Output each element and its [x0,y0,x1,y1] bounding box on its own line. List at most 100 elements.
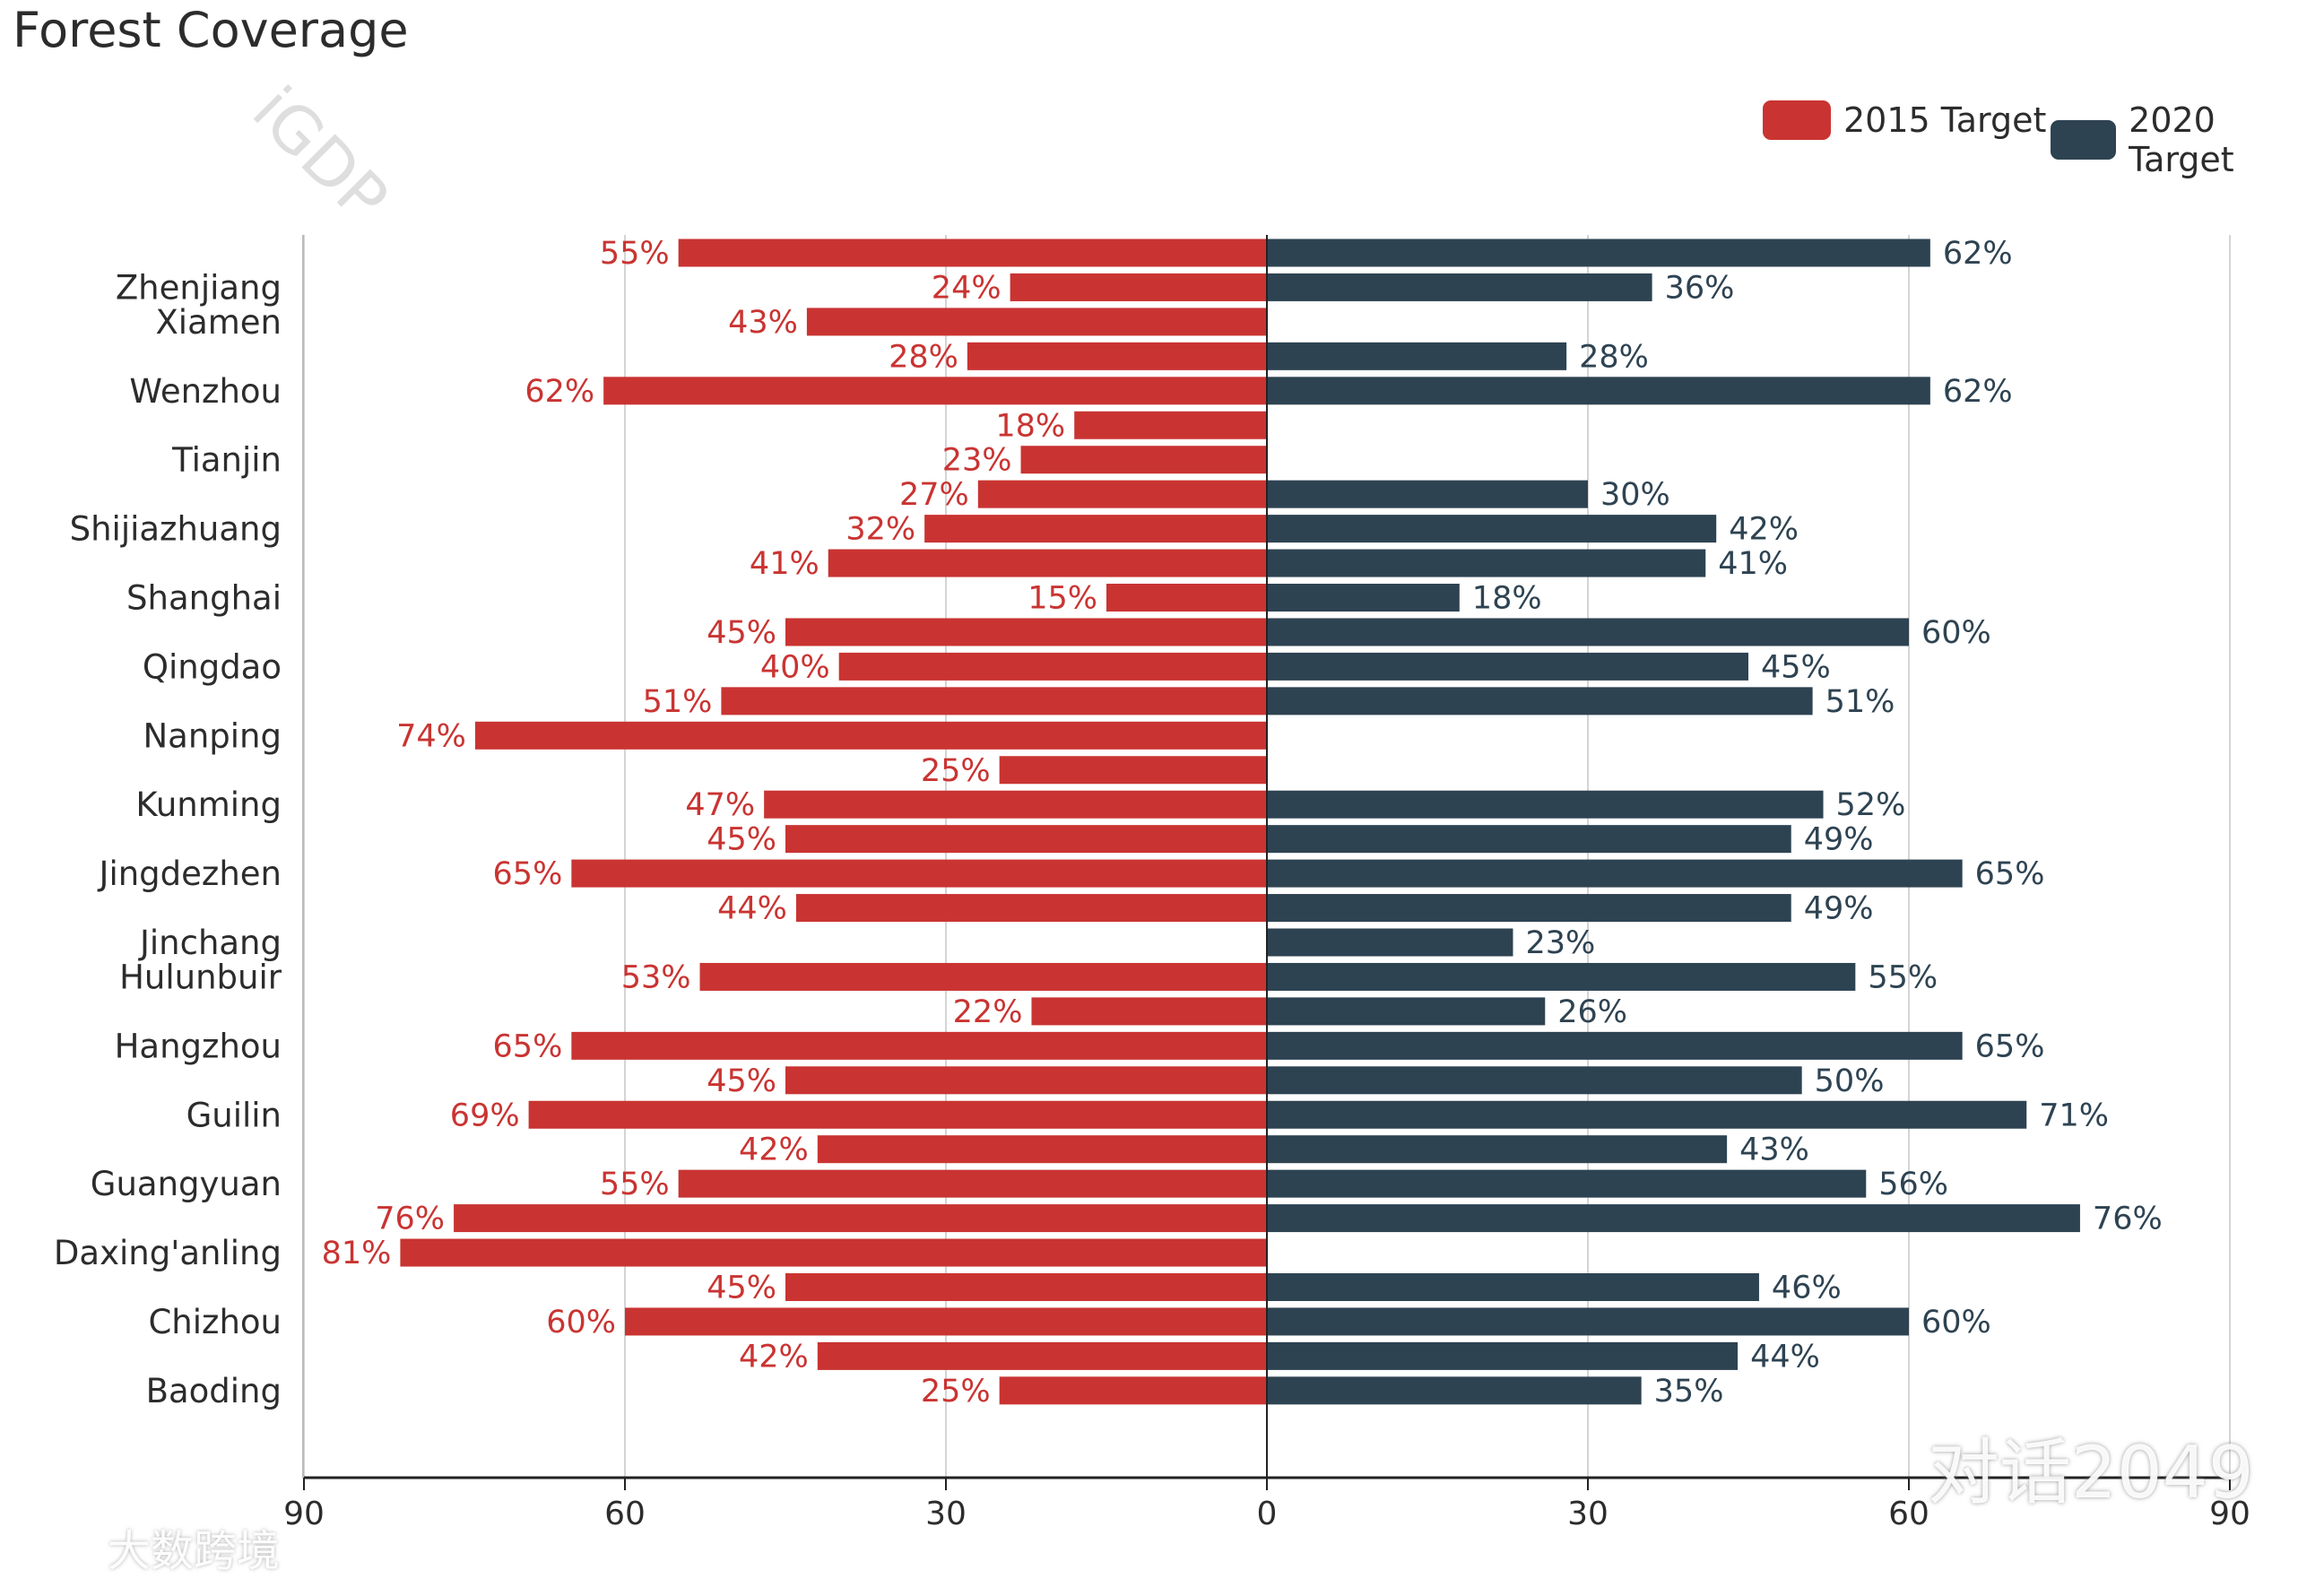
data-label-2015: 55% [600,1167,670,1202]
legend-item-2020[interactable]: 2020 Target [2051,100,2324,179]
data-label-2020: 62% [1943,374,2013,410]
bar-2015 [764,790,1267,819]
data-label-2020: 23% [1525,925,1595,961]
bar-2020 [1267,1066,1802,1095]
data-label-2020: 51% [1825,684,1895,720]
bar-2020 [1267,1307,1909,1336]
data-label-2020: 45% [1761,649,1831,685]
category-label: Kunming [135,785,282,824]
bar-2015 [528,1100,1267,1129]
bar-2020 [1267,1376,1642,1405]
bar-2020 [1267,894,1791,923]
data-label-2015: 45% [707,822,776,858]
data-label-2020: 41% [1718,546,1788,582]
category-label: Jinchang [138,924,282,962]
data-label-2015: 15% [1028,581,1097,617]
bar-2015 [828,549,1267,577]
data-label-2015: 53% [621,959,691,995]
legend-swatch-2020 [2051,120,2117,160]
bar-2015 [571,1031,1267,1060]
data-label-2020: 65% [1975,856,2045,892]
bar-2015 [721,687,1267,716]
bar-2020 [1267,480,1588,508]
bar-2015 [603,377,1267,405]
x-tick-label: 60 [604,1496,646,1532]
bar-2015 [924,515,1267,543]
data-label-2020: 60% [1921,615,1991,651]
x-tick-label: 0 [1257,1496,1278,1532]
bar-2020 [1267,1204,2080,1233]
data-label-2020: 36% [1665,270,1735,306]
bar-2020 [1267,342,1567,370]
data-label-2015: 42% [739,1339,809,1375]
bar-2020 [1267,549,1706,577]
bar-2020 [1267,1169,1867,1198]
data-label-2020: 18% [1472,581,1542,617]
legend-item-2015[interactable]: 2015 Target [1763,100,2046,140]
data-label-2015: 74% [396,718,466,754]
bar-2020 [1267,997,1546,1026]
bar-2020 [1267,1341,1739,1370]
bar-2015 [1074,411,1267,439]
bar-2015 [817,1135,1267,1164]
watermark-brand-left: 大数跨境 [108,1526,281,1576]
data-label-2020: 56% [1878,1167,1948,1202]
data-label-2020: 50% [1815,1063,1885,1099]
bar-2020 [1267,928,1513,957]
data-label-2015: 24% [932,270,1002,306]
data-label-2015: 62% [525,374,594,410]
x-tick-label: 60 [1888,1496,1929,1532]
data-label-2020: 43% [1739,1132,1809,1168]
data-label-2015: 42% [739,1132,809,1168]
data-label-2020: 49% [1804,891,1874,927]
bar-2020 [1267,790,1824,819]
bar-2020 [1267,825,1791,854]
bar-2015 [1106,584,1267,612]
bar-2020 [1267,618,1909,646]
bar-2015 [1031,997,1267,1026]
data-label-2015: 60% [546,1305,616,1340]
bar-2015 [785,618,1267,646]
bar-2015 [967,342,1267,370]
data-label-2020: 60% [1921,1305,1991,1340]
data-label-2020: 62% [1943,236,2013,272]
watermark-brand-right: 对话2049 [1928,1431,2254,1514]
category-label: Baoding [146,1372,282,1410]
category-label: Zhenjiang [116,268,282,307]
chart-title: Forest Coverage [13,2,409,58]
category-label: Hulunbuir [119,958,282,996]
bar-2015 [785,1066,1267,1095]
category-label: Guilin [186,1096,282,1134]
bar-2015 [795,894,1267,923]
data-label-2015: 65% [493,856,563,892]
category-label: Shanghai [126,579,282,618]
bar-2015 [699,962,1267,991]
category-label: Shijiazhuang [70,510,282,549]
data-label-2015: 18% [995,408,1065,444]
data-label-2020: 35% [1654,1374,1724,1410]
data-label-2015: 45% [707,615,776,651]
bar-2015 [817,1341,1267,1370]
bar-2015 [977,480,1267,508]
bar-2020 [1267,1273,1759,1301]
bar-2015 [806,308,1267,336]
category-label: Hangzhou [115,1027,282,1065]
bar-2020 [1267,1031,1963,1060]
bar-2015 [1010,273,1267,301]
data-label-2015: 28% [889,339,958,375]
data-label-2020: 52% [1836,787,1906,823]
x-tick-label: 30 [925,1496,967,1532]
bar-2015 [678,1169,1267,1198]
data-label-2020: 30% [1600,477,1670,513]
data-label-2020: 42% [1729,512,1799,548]
category-label: Daxing'anling [54,1234,282,1272]
data-label-2015: 45% [707,1271,776,1306]
data-label-2015: 23% [942,443,1012,479]
bar-2020 [1267,515,1717,543]
category-label: Chizhou [148,1303,282,1341]
data-label-2015: 32% [845,512,915,548]
legend-label-2015: 2015 Target [1843,100,2047,140]
bar-2015 [400,1238,1267,1267]
data-label-2015: 65% [493,1028,563,1064]
